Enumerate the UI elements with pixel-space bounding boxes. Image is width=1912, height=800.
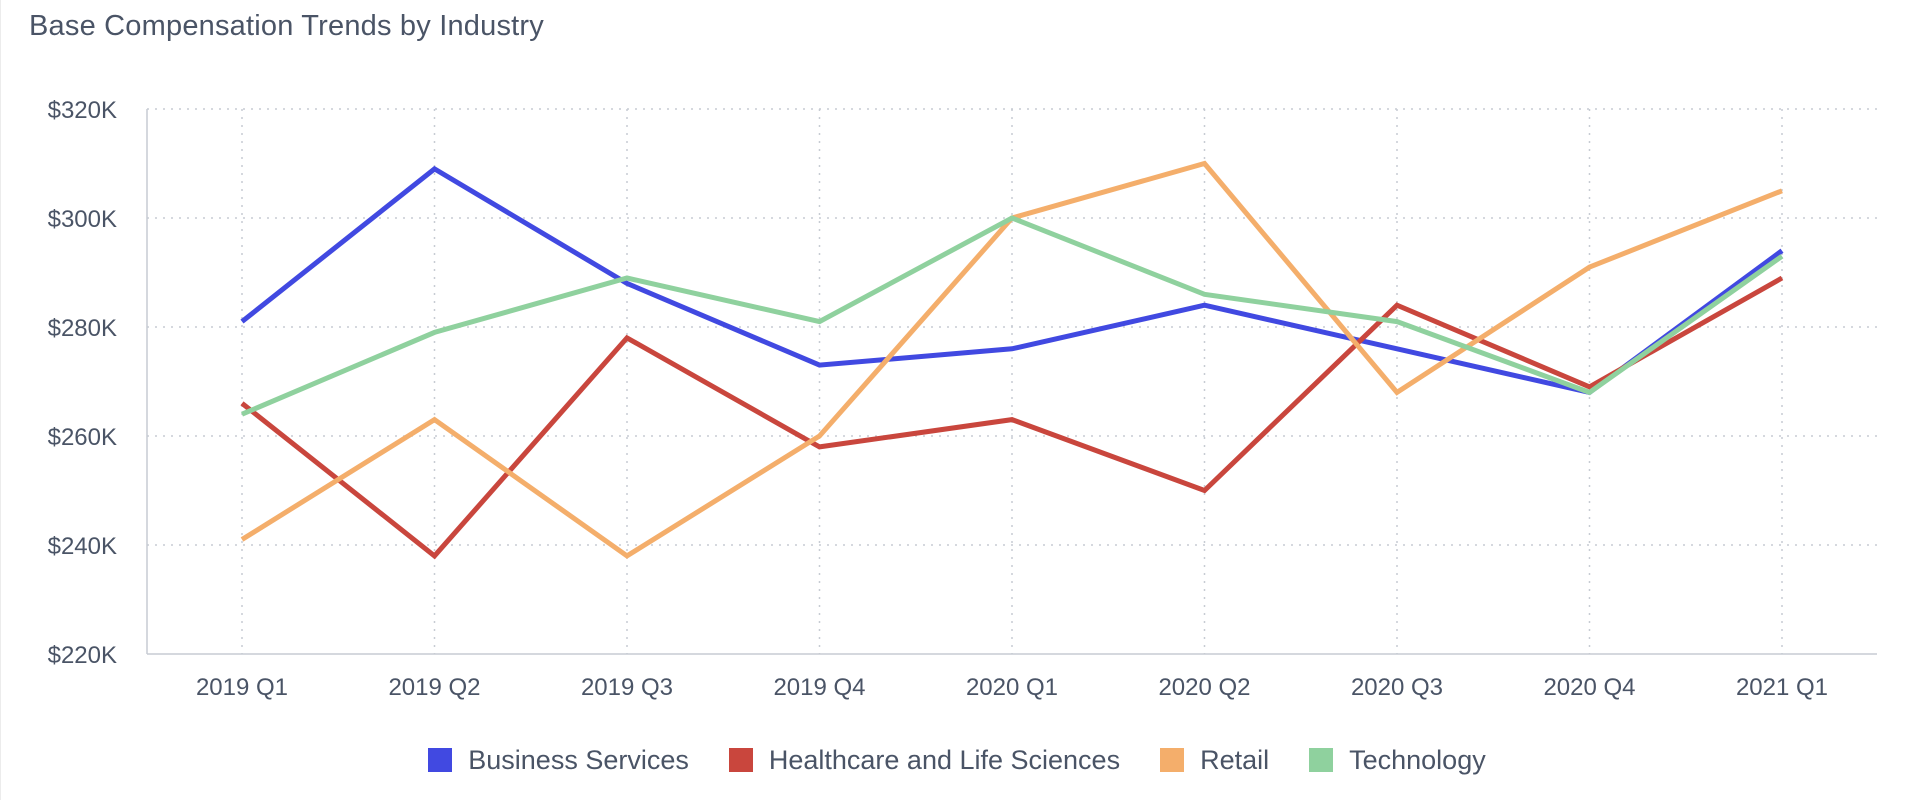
y-tick-label: $260K <box>48 424 117 451</box>
x-tick-label: 2019 Q4 <box>773 674 865 701</box>
x-tick-label: 2019 Q2 <box>388 674 480 701</box>
series-line-technology <box>241 215 1784 417</box>
x-tick-label: 2019 Q3 <box>581 674 673 701</box>
y-tick-label: $300K <box>48 206 117 233</box>
y-axis-ticks: $220K $240K $260K $280K $300K $320K <box>48 97 117 669</box>
x-tick-label: 2021 Q1 <box>1736 674 1828 701</box>
legend-item-technology[interactable]: Technology <box>1309 745 1486 776</box>
legend-item-healthcare-and-life-sciences[interactable]: Healthcare and Life Sciences <box>728 744 1121 776</box>
legend-swatch <box>728 748 753 772</box>
y-tick-label: $220K <box>48 642 117 669</box>
legend-item-business-services[interactable]: Business Services <box>428 745 689 776</box>
series-line-healthcare-and-life-sciences <box>240 275 1784 560</box>
legend-label: Technology <box>1349 744 1486 775</box>
legend: Business Services Healthcare and Life Sci… <box>1 738 1912 782</box>
legend-label: Retail <box>1200 744 1270 775</box>
y-tick-label: $240K <box>48 533 117 560</box>
y-tick-label: $320K <box>48 97 117 124</box>
legend-label: Business Services <box>468 744 689 775</box>
gridlines <box>147 108 1877 654</box>
x-tick-label: 2020 Q3 <box>1351 674 1443 701</box>
y-tick-label: $280K <box>48 315 117 342</box>
axes <box>146 109 1877 655</box>
legend-label: Healthcare and Life Sciences <box>768 744 1121 775</box>
legend-item-retail[interactable]: Retail <box>1160 745 1269 776</box>
x-axis-ticks: 2019 Q1 2019 Q2 2019 Q3 2019 Q4 2020 Q1 2020 … <box>196 674 1828 701</box>
legend-swatch <box>1309 748 1334 772</box>
x-tick-label: 2019 Q1 <box>196 674 288 701</box>
series-lines <box>240 160 1784 560</box>
x-tick-label: 2020 Q4 <box>1543 674 1635 701</box>
x-tick-label: 2020 Q1 <box>966 674 1058 701</box>
x-tick-label: 2020 Q2 <box>1158 674 1250 701</box>
legend-swatch <box>1160 748 1185 772</box>
chart-title: Base Compensation Trends by Industry <box>29 10 544 42</box>
series-line-business-services <box>240 165 1784 396</box>
legend-swatch <box>428 748 453 772</box>
